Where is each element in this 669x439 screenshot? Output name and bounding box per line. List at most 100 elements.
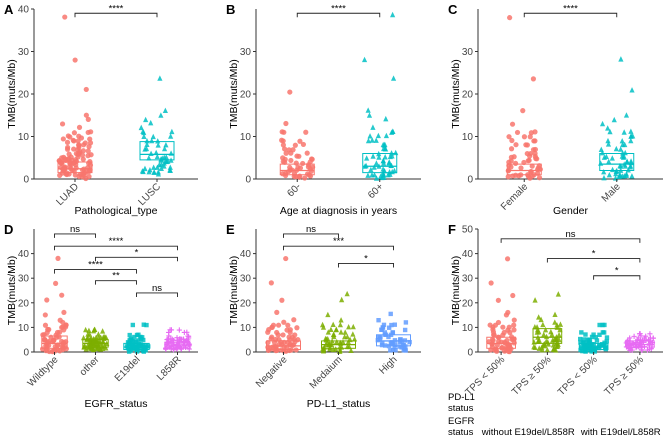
data-point	[158, 161, 164, 168]
significance-bracket: ****	[54, 236, 178, 251]
data-point	[512, 160, 519, 166]
significance-bracket: *	[95, 247, 178, 262]
data-point	[617, 162, 623, 169]
data-point	[134, 332, 140, 338]
data-point	[521, 159, 527, 166]
data-point	[155, 138, 161, 144]
data-point	[626, 345, 633, 352]
data-point	[294, 325, 300, 331]
group-0	[279, 89, 316, 181]
data-point	[499, 344, 505, 351]
data-point	[375, 132, 381, 139]
data-point	[403, 348, 408, 353]
data-point	[578, 336, 583, 342]
data-point	[613, 170, 619, 177]
data-point	[623, 172, 629, 178]
data-point	[346, 323, 352, 330]
data-point	[320, 348, 327, 354]
bracket-line	[95, 256, 178, 262]
data-point	[344, 333, 350, 340]
significance-bracket: *	[546, 249, 641, 263]
data-point	[181, 329, 187, 336]
data-point	[63, 157, 69, 164]
data-point	[288, 347, 294, 353]
data-point	[649, 339, 655, 346]
data-point	[532, 297, 538, 303]
data-point	[597, 322, 602, 328]
group-0	[505, 15, 543, 181]
data-point	[136, 338, 141, 343]
y-tick-label: 30	[240, 47, 252, 58]
panel-label: E	[226, 222, 235, 237]
data-point	[383, 332, 389, 337]
data-point	[508, 146, 515, 152]
data-point	[550, 346, 556, 353]
data-point	[527, 134, 533, 140]
data-point	[618, 146, 624, 152]
data-point	[338, 329, 344, 335]
data-point	[388, 348, 393, 353]
data-point	[536, 345, 542, 351]
data-point	[625, 167, 631, 173]
panel-label: A	[4, 2, 14, 17]
data-point	[500, 332, 506, 338]
data-point	[79, 152, 86, 158]
data-point	[552, 319, 558, 325]
data-point	[552, 311, 558, 317]
data-point	[162, 107, 168, 114]
data-point	[328, 326, 334, 333]
data-point	[85, 129, 91, 136]
y-tick-label: 10	[240, 132, 252, 143]
data-point	[348, 347, 354, 354]
data-point	[283, 348, 289, 354]
data-point	[55, 255, 61, 261]
data-point	[163, 346, 169, 352]
data-point	[151, 164, 157, 170]
data-point	[76, 173, 82, 180]
y-axis-title: TMB(muts/Mb)	[450, 59, 462, 128]
data-point	[527, 175, 533, 181]
data-point	[534, 329, 540, 335]
bracket-label: ns	[565, 229, 575, 240]
data-point	[337, 321, 343, 328]
data-point	[555, 343, 561, 349]
data-point	[636, 343, 642, 349]
y-tick-label: 0	[23, 175, 29, 186]
data-point	[139, 344, 144, 349]
data-point	[380, 166, 386, 172]
data-point	[609, 155, 615, 161]
data-point	[518, 172, 524, 178]
data-point	[373, 175, 380, 181]
data-point	[146, 155, 152, 161]
data-point	[491, 332, 497, 338]
data-point	[631, 333, 637, 339]
group-1	[361, 11, 399, 181]
data-point	[84, 336, 90, 343]
data-point	[339, 296, 345, 303]
data-point	[148, 119, 154, 126]
data-point	[178, 346, 185, 352]
data-point	[331, 333, 337, 340]
data-point	[373, 137, 379, 143]
data-point	[265, 339, 271, 346]
data-point	[371, 164, 377, 170]
data-point	[350, 323, 356, 330]
data-point	[509, 137, 515, 144]
data-point	[619, 153, 625, 159]
data-point	[334, 338, 340, 345]
bracket-line	[283, 233, 339, 238]
data-point	[511, 322, 517, 328]
data-point	[619, 138, 625, 144]
data-point	[288, 150, 294, 156]
bracket-line	[338, 262, 394, 268]
data-point	[589, 349, 594, 354]
data-point	[155, 171, 162, 177]
data-point	[514, 129, 521, 136]
data-point	[169, 128, 175, 135]
x-tick-label: TPS ≥ 50%	[510, 354, 554, 398]
bracket-label: **	[112, 271, 120, 282]
data-point	[86, 144, 92, 150]
data-point	[288, 157, 294, 164]
data-point	[85, 148, 91, 154]
data-point	[333, 326, 339, 332]
